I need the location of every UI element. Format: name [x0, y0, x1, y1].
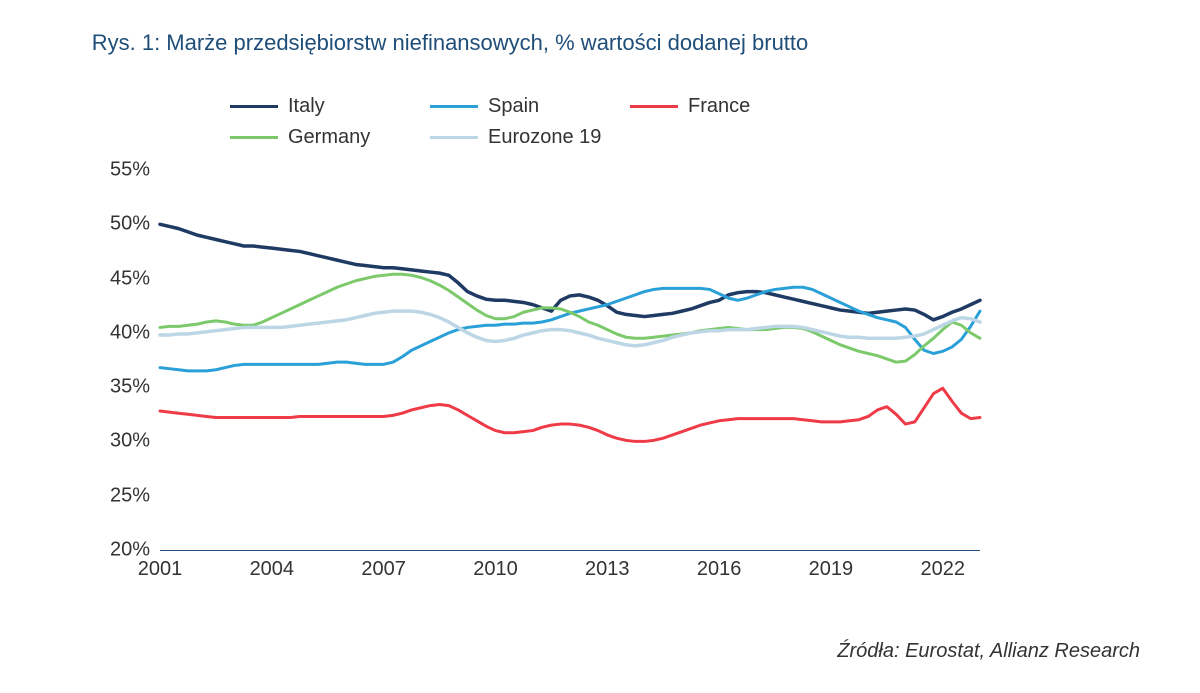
- legend-item-spain: Spain: [430, 95, 590, 118]
- y-tick-label: 30%: [90, 430, 150, 453]
- plot-area: 20%25%30%35%40%45%50%55% 200120042007201…: [160, 170, 980, 550]
- legend: Italy Spain France Germany Eurozone 19: [230, 95, 870, 149]
- legend-item-germany: Germany: [230, 126, 390, 149]
- x-tick-label: 2010: [473, 558, 518, 581]
- legend-item-italy: Italy: [230, 95, 390, 118]
- legend-label: Germany: [288, 126, 370, 149]
- chart-svg: [160, 170, 980, 550]
- legend-swatch: [430, 136, 478, 139]
- x-tick-label: 2016: [697, 558, 742, 581]
- y-tick-label: 50%: [90, 213, 150, 236]
- x-axis-line: [160, 550, 980, 551]
- y-tick-label: 40%: [90, 321, 150, 344]
- legend-swatch: [230, 105, 278, 108]
- legend-swatch: [630, 105, 678, 108]
- x-tick-label: 2013: [585, 558, 630, 581]
- y-tick-label: 35%: [90, 376, 150, 399]
- x-tick-label: 2022: [920, 558, 965, 581]
- legend-item-eurozone-19: Eurozone 19: [430, 126, 630, 149]
- x-tick-label: 2001: [138, 558, 183, 581]
- legend-item-france: France: [630, 95, 790, 118]
- series-italy: [160, 224, 980, 320]
- chart-title: Rys. 1: Marże przedsiębiorstw niefinanso…: [0, 30, 900, 56]
- legend-label: Italy: [288, 95, 325, 118]
- legend-swatch: [230, 136, 278, 139]
- series-france: [160, 388, 980, 441]
- y-tick-label: 25%: [90, 484, 150, 507]
- y-tick-label: 55%: [90, 159, 150, 182]
- legend-label: Spain: [488, 95, 539, 118]
- y-tick-label: 45%: [90, 267, 150, 290]
- x-tick-label: 2007: [361, 558, 406, 581]
- legend-swatch: [430, 105, 478, 108]
- legend-label: France: [688, 95, 750, 118]
- series-germany: [160, 274, 980, 362]
- series-eurozone-19: [160, 311, 980, 346]
- chart-source: Źródła: Eurostat, Allianz Research: [837, 640, 1140, 663]
- x-tick-label: 2019: [809, 558, 854, 581]
- legend-label: Eurozone 19: [488, 126, 601, 149]
- x-tick-label: 2004: [250, 558, 295, 581]
